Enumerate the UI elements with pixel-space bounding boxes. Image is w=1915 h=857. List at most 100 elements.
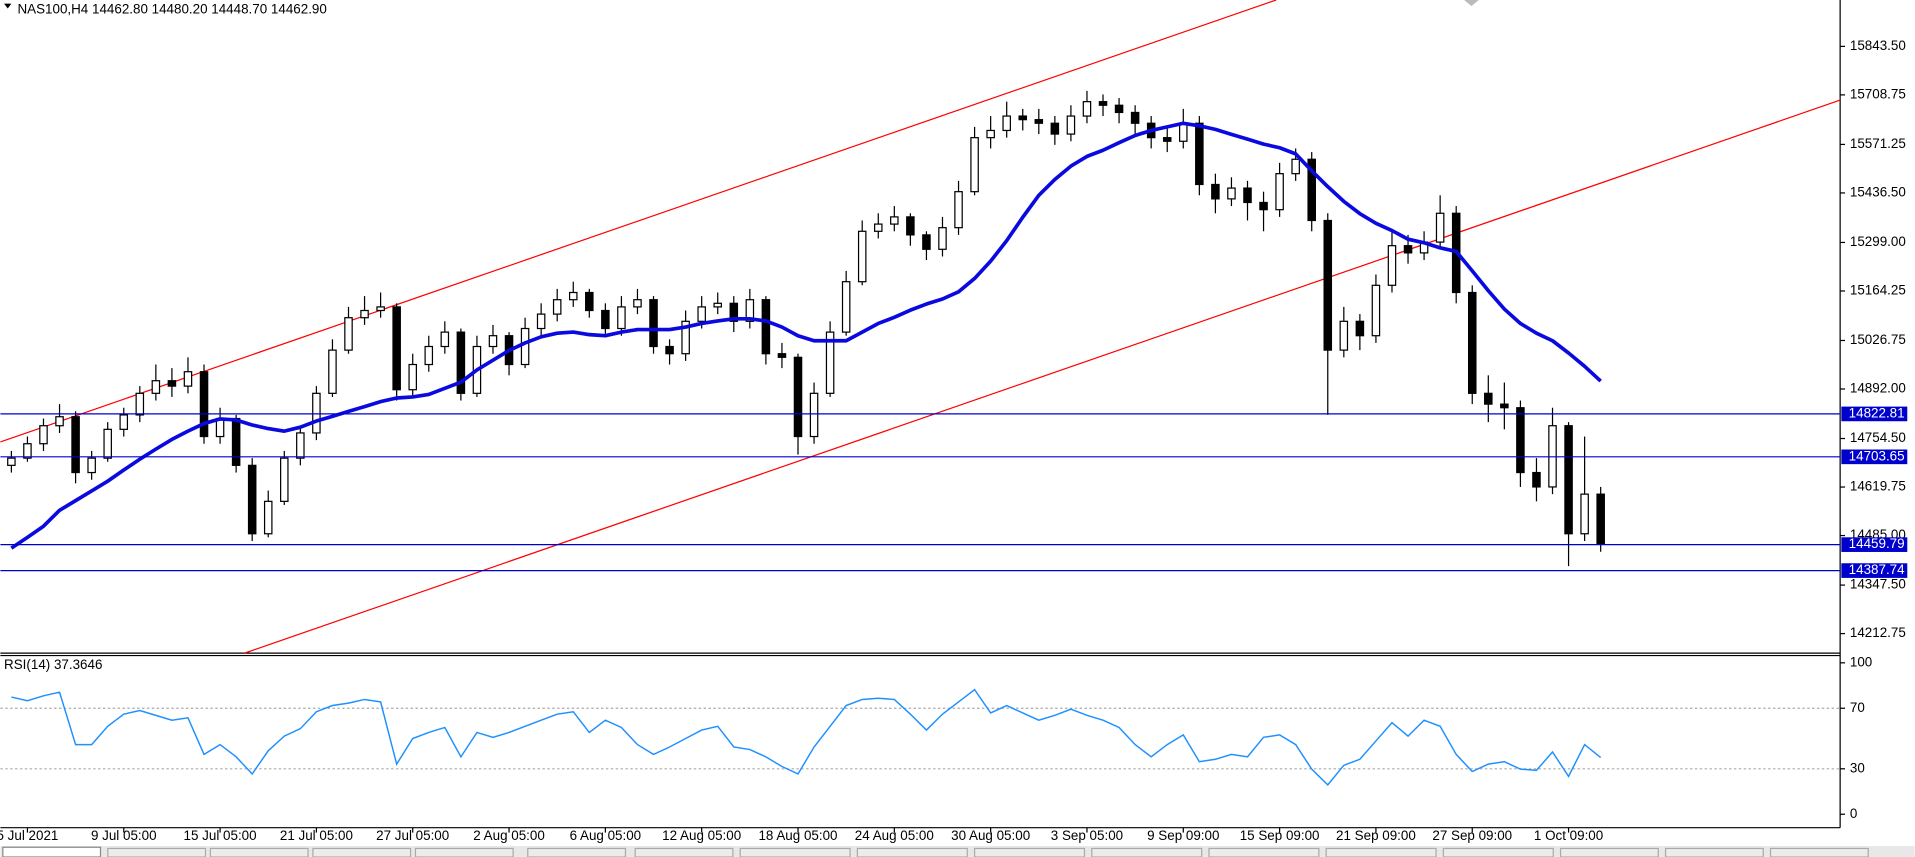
x-tick-label: 27 Jul 05:00 <box>376 828 449 843</box>
y-tick-label: 15571.25 <box>1850 136 1906 151</box>
candle-body <box>488 335 498 348</box>
candle-body <box>344 317 353 351</box>
candle-body <box>1130 111 1140 124</box>
tab[interactable] <box>1559 847 1659 857</box>
y-tick-label: 100 <box>1850 654 1872 669</box>
candle-body <box>841 281 851 333</box>
y-tick-label: 15436.50 <box>1850 184 1906 199</box>
tab[interactable] <box>414 847 514 857</box>
candle-body <box>1500 403 1509 409</box>
candle-body <box>119 414 129 430</box>
tab-bar <box>0 846 1915 857</box>
x-tick-label: 18 Aug 05:00 <box>758 828 837 843</box>
x-tick-label: 24 Aug 05:00 <box>855 828 934 843</box>
level-label-box <box>1841 449 1908 465</box>
candle-body <box>665 345 674 355</box>
tab[interactable] <box>1442 847 1554 857</box>
candle-body <box>71 416 80 474</box>
candle-body <box>1034 119 1044 124</box>
candle-body <box>151 380 161 394</box>
tab[interactable] <box>973 847 1086 857</box>
candle-body <box>697 306 706 322</box>
tab[interactable] <box>1208 847 1320 857</box>
y-tick-label: 15708.75 <box>1850 86 1906 101</box>
candle-body <box>183 371 193 387</box>
x-tick-label: 6 Aug 05:00 <box>570 828 642 843</box>
tab[interactable] <box>739 847 851 857</box>
level-label-box <box>1841 406 1908 422</box>
candle-body <box>1435 212 1445 243</box>
candle-body <box>1564 425 1573 535</box>
candle-body <box>87 457 96 474</box>
tab[interactable] <box>1325 847 1437 857</box>
candle-body <box>23 443 32 459</box>
y-tick-label: 0 <box>1850 806 1857 821</box>
tab[interactable] <box>1664 847 1764 857</box>
x-tick-label: 9 Sep 09:00 <box>1147 828 1219 843</box>
candle-body <box>970 137 979 193</box>
candle-body <box>1596 493 1605 545</box>
candles <box>7 90 1605 567</box>
tab[interactable] <box>107 847 207 857</box>
y-tick-label: 15299.00 <box>1850 234 1906 249</box>
tab[interactable] <box>856 847 968 857</box>
candle-body <box>263 500 273 535</box>
candle-body <box>39 425 48 445</box>
menu-arrow[interactable] <box>4 3 12 9</box>
tab[interactable] <box>1769 847 1869 857</box>
candle-body <box>890 216 899 225</box>
tab[interactable] <box>527 847 627 857</box>
candle-body <box>906 216 915 236</box>
indicator-title: RSI(14) 37.3646 <box>4 657 102 672</box>
x-tick-label: 9 Jul 05:00 <box>91 828 157 843</box>
candle-body <box>536 313 546 330</box>
level-label: 14387.74 <box>1849 562 1905 577</box>
candle-body <box>1195 122 1204 186</box>
candle-body <box>408 363 417 391</box>
candle-body <box>777 353 787 358</box>
tab[interactable] <box>2 846 102 857</box>
y-tick-label: 14212.75 <box>1850 625 1906 640</box>
candle-body <box>681 320 690 355</box>
candle-body <box>1259 201 1268 211</box>
x-tick-label: 15 Jul 05:00 <box>184 828 257 843</box>
candle-body <box>1243 187 1252 204</box>
rsi-line <box>11 688 1602 786</box>
y-tick-label: 15164.25 <box>1850 283 1906 298</box>
candle-body <box>55 416 64 427</box>
tab[interactable] <box>634 847 734 857</box>
candle-body <box>199 371 209 438</box>
candle-body <box>1484 392 1493 405</box>
x-tick-label: 21 Sep 09:00 <box>1336 828 1416 843</box>
candle-body <box>745 299 755 322</box>
y-tick-label: 14619.75 <box>1850 479 1906 494</box>
candle-body <box>1339 320 1349 351</box>
tab[interactable] <box>209 847 309 857</box>
tab[interactable] <box>1091 847 1203 857</box>
candle-body <box>873 223 883 232</box>
x-tick-label: 21 Jul 05:00 <box>280 828 353 843</box>
candle-body <box>328 349 337 394</box>
y-tick-label: 15843.50 <box>1850 38 1906 53</box>
candle-body <box>360 309 369 319</box>
x-tick-label: 27 Sep 09:00 <box>1432 828 1512 843</box>
candle-body <box>1002 115 1011 132</box>
level-label: 14703.65 <box>1849 448 1905 463</box>
candle-body <box>1403 245 1413 254</box>
candle-body <box>552 299 562 315</box>
candle-body <box>938 227 947 250</box>
trend-line <box>244 99 1841 654</box>
candle-body <box>7 457 16 466</box>
candle-body <box>617 306 626 330</box>
candle-body <box>1516 407 1525 474</box>
candle-body <box>1371 284 1381 337</box>
candle-body <box>1018 115 1028 121</box>
y-tick-label: 14347.50 <box>1850 577 1906 592</box>
tab[interactable] <box>312 847 412 857</box>
candle-body <box>1114 104 1124 114</box>
candle-body <box>585 291 594 312</box>
candle-body <box>793 356 803 438</box>
candle-body <box>761 299 771 355</box>
candle-body <box>247 464 257 535</box>
